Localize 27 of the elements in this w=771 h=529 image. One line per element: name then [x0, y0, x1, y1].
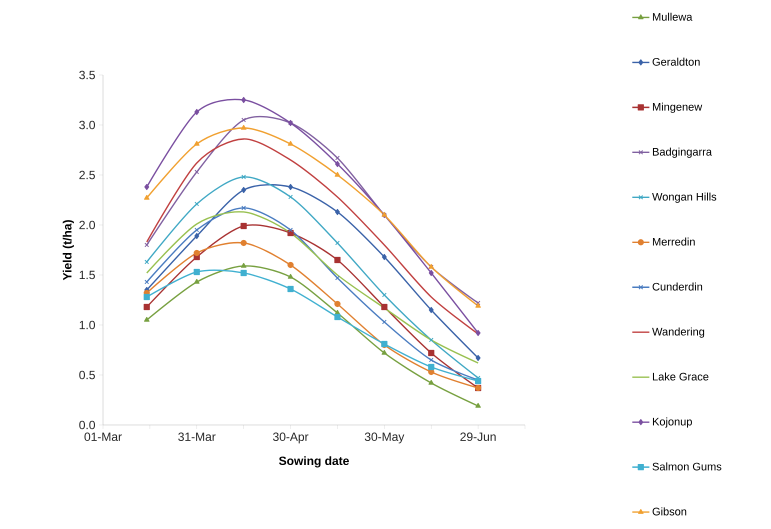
y-tick-label: 3.5 [79, 70, 95, 80]
legend-label: Salmon Gums [652, 462, 722, 470]
y-tick-label: 0.5 [79, 370, 95, 380]
x-tick-label: 01-Mar [84, 432, 122, 442]
y-tick-label: 1.5 [80, 270, 95, 280]
legend-label: Lake Grace [652, 372, 708, 381]
legend-label: Badgingarra [652, 148, 712, 158]
x-tick-label: 30-Apr [273, 432, 308, 444]
x-axis-title: Sowing date [279, 456, 349, 468]
legend-label: Wongan Hills [652, 192, 716, 203]
legend-label: Mingenew [652, 102, 702, 113]
x-tick-label: 29-Jun [460, 432, 496, 442]
legend-label: Kojonup [652, 417, 692, 428]
legend-label: Mullewa [652, 12, 692, 21]
y-tick-label: 2.5 [79, 170, 95, 180]
y-tick-label: 3.0 [79, 120, 96, 130]
y-tick-label: 1.0 [80, 320, 96, 330]
legend-label: Wandering [652, 327, 704, 338]
x-tick-label: 31-Mar [178, 432, 216, 442]
y-axis-title: Yield (t/ha) [62, 220, 74, 280]
legend-label: Geraldton [652, 58, 700, 66]
legend-label: Cunderdin [652, 282, 702, 291]
legend-label: Gibson [652, 507, 686, 516]
legend-label: Merredin [652, 238, 695, 246]
y-tick-label: 0.0 [79, 420, 96, 430]
x-tick-label: 30-May [364, 432, 404, 444]
y-tick-label: 2.0 [79, 220, 96, 230]
